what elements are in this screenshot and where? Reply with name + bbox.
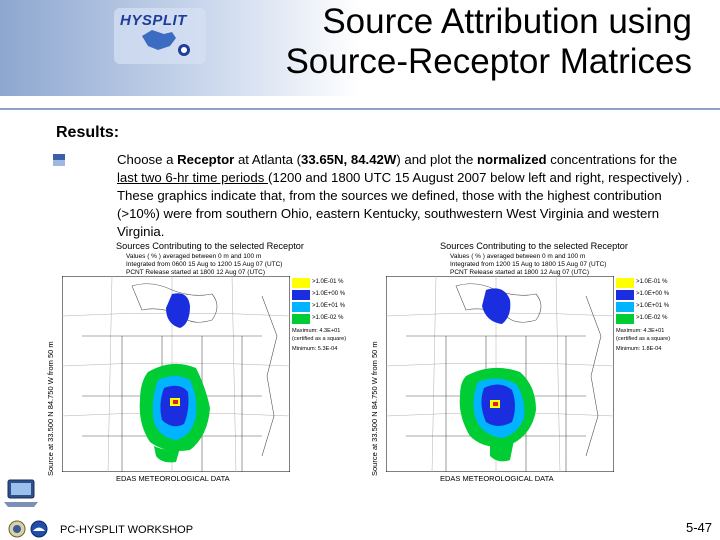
legend-label: >1.0E+00 % — [312, 291, 346, 297]
plot-max-note: (certified as a square) — [616, 336, 671, 342]
legend-swatch — [616, 278, 634, 288]
legend-row: >1.0E+01 % — [616, 302, 686, 313]
body-text-3: at Atlanta ( — [234, 152, 302, 167]
plot-right: Sources Contributing to the selected Rec… — [370, 240, 688, 485]
concentration-map — [62, 276, 290, 472]
plot-maximum: Maximum: 4.3E+01 — [616, 328, 665, 334]
plot-release-line: PCNT Release started at 1800 12 Aug 07 (… — [450, 269, 589, 276]
plot-x-label: EDAS METEOROLOGICAL DATA — [440, 474, 554, 483]
plot-minimum: Minimum: 5.3E-04 — [292, 346, 338, 352]
plot-title: Sources Contributing to the selected Rec… — [116, 241, 304, 251]
laptop-icon — [4, 479, 38, 507]
legend-label: >1.0E+00 % — [636, 291, 670, 297]
plot-values-line: Values ( % ) averaged between 0 m and 10… — [126, 253, 262, 260]
body-text-9: (1200 and 1800 UTC 15 August 2007 below … — [117, 170, 690, 239]
body-text-1: Choose a — [117, 152, 178, 167]
plot-title: Sources Contributing to the selected Rec… — [440, 241, 628, 251]
legend-label: >1.0E-02 % — [312, 315, 344, 321]
plot-minimum: Minimum: 1.8E-04 — [616, 346, 662, 352]
plot-x-label: EDAS METEOROLOGICAL DATA — [116, 474, 230, 483]
body-receptor: Receptor — [177, 152, 235, 167]
title-line-2: Source-Receptor Matrices — [285, 42, 692, 81]
footer-workshop: PC-HYSPLIT WORKSHOP — [60, 524, 194, 536]
results-paragraph: Choose a Receptor at Atlanta (33.65N, 84… — [117, 151, 697, 241]
legend-row: >1.0E-01 % — [616, 278, 686, 289]
legend-label: >1.0E-01 % — [636, 279, 668, 285]
concentration-map — [386, 276, 614, 472]
page-number: 5-47 — [685, 520, 712, 535]
plot-legend: >1.0E-01 % >1.0E+00 % >1.0E+01 % >1.0E-0… — [292, 278, 362, 326]
plot-y-label: Source at 33.500 N 84.750 W from 50 m — [370, 341, 379, 476]
body-text-7: concentrations for the — [546, 152, 678, 167]
logo-text: HYSPLIT — [120, 12, 187, 29]
legend-swatch — [292, 314, 310, 324]
header-rule — [0, 108, 720, 110]
legend-row: >1.0E-02 % — [616, 314, 686, 325]
legend-label: >1.0E-02 % — [636, 315, 668, 321]
legend-swatch — [292, 290, 310, 300]
legend-swatch — [616, 314, 634, 324]
legend-label: >1.0E+01 % — [312, 303, 346, 309]
body-coordinates: 33.65N, 84.42W — [301, 152, 397, 167]
legend-row: >1.0E+00 % — [616, 290, 686, 301]
body-normalized: normalized — [476, 152, 547, 167]
plot-integration-line: Integrated from 1200 15 Aug to 1800 15 A… — [450, 261, 607, 268]
plot-integration-line: Integrated from 0600 15 Aug to 1200 15 A… — [126, 261, 283, 268]
legend-label: >1.0E+01 % — [636, 303, 670, 309]
bullet-icon — [53, 154, 65, 166]
plot-legend: >1.0E-01 % >1.0E+00 % >1.0E+01 % >1.0E-0… — [616, 278, 686, 326]
plot-values-line: Values ( % ) averaged between 0 m and 10… — [450, 253, 586, 260]
plot-y-label: Source at 33.500 N 84.750 W from 50 m — [46, 341, 55, 476]
results-heading: Results: — [56, 124, 120, 141]
hysplit-logo — [114, 8, 206, 64]
plot-left: Sources Contributing to the selected Rec… — [46, 240, 364, 485]
slide-title: Source Attribution using Source-Receptor… — [285, 2, 692, 82]
plot-max-note: (certified as a square) — [292, 336, 347, 342]
legend-row: >1.0E-02 % — [292, 314, 362, 325]
legend-row: >1.0E+00 % — [292, 290, 362, 301]
doc-seal-icon — [8, 520, 26, 538]
plot-release-line: PCNT Release started at 1800 12 Aug 07 (… — [126, 269, 265, 276]
legend-label: >1.0E-01 % — [312, 279, 344, 285]
body-text-5: ) and plot the — [396, 152, 477, 167]
plot-maximum: Maximum: 4.3E+01 — [292, 328, 341, 334]
legend-swatch — [616, 302, 634, 312]
footer: PC-HYSPLIT WORKSHOP 5-47 — [0, 508, 720, 540]
legend-row: >1.0E+01 % — [292, 302, 362, 313]
legend-row: >1.0E-01 % — [292, 278, 362, 289]
legend-swatch — [616, 290, 634, 300]
body-time-periods: last two 6-hr time periods — [117, 170, 268, 185]
noaa-seal-icon — [30, 520, 48, 538]
title-line-1: Source Attribution using — [322, 2, 692, 41]
legend-swatch — [292, 278, 310, 288]
legend-swatch — [292, 302, 310, 312]
